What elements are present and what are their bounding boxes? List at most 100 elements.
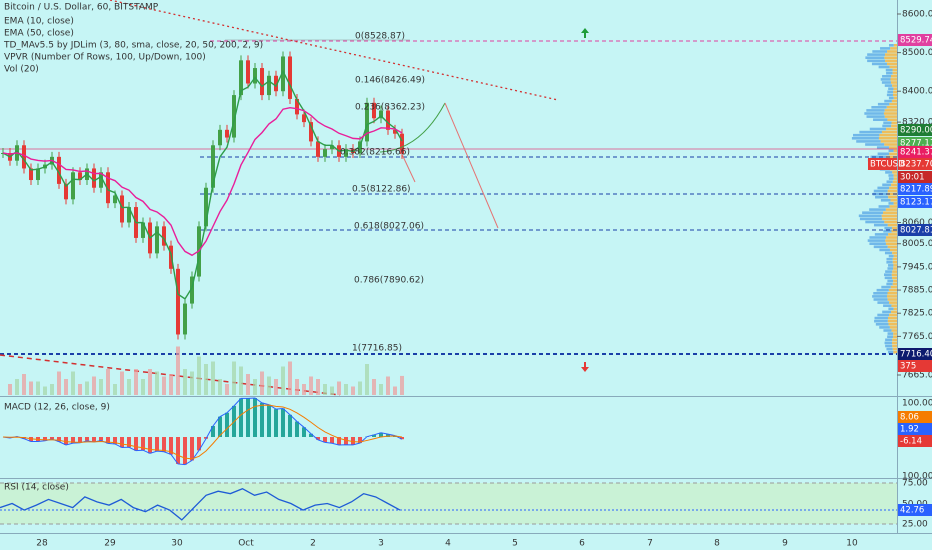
- candle: [246, 60, 250, 84]
- volume-bar: [50, 384, 54, 395]
- volume-bar: [8, 384, 12, 395]
- macd-histogram: [351, 437, 355, 445]
- macd-histogram: [50, 437, 54, 440]
- macd-histogram: [197, 437, 201, 451]
- volume-bar: [71, 371, 75, 395]
- vpvr-bar: [889, 313, 897, 317]
- vpvr-bar: [892, 251, 897, 255]
- vpvr-bar: [887, 298, 897, 301]
- candle: [253, 68, 257, 84]
- macd-histogram: [169, 437, 173, 455]
- vpvr-bar: [892, 347, 897, 351]
- candle: [400, 133, 404, 154]
- volume-bar: [316, 379, 320, 395]
- macd-histogram: [92, 437, 96, 442]
- vpvr-bar: [877, 301, 890, 304]
- x-tick-label: 3: [378, 539, 384, 549]
- price-tick-label: 7765.00: [902, 332, 932, 342]
- macd-histogram: [386, 434, 390, 437]
- vpvr-bar: [888, 316, 897, 320]
- volume-bar: [29, 381, 33, 395]
- macd-histogram: [176, 437, 180, 464]
- price-tag: [898, 224, 932, 236]
- vpvr-bar: [858, 214, 882, 218]
- macd-histogram: [288, 414, 292, 437]
- vpvr-bar: [872, 50, 888, 53]
- candle: [22, 145, 26, 169]
- vpvr-bar: [888, 177, 894, 180]
- vpvr-bar: [866, 115, 885, 118]
- candle: [344, 149, 348, 157]
- vpvr-bar: [873, 292, 888, 295]
- volume-bar: [337, 381, 341, 395]
- candle: [141, 222, 145, 238]
- price-tag-label: 30:01: [900, 173, 925, 183]
- vpvr-bar: [873, 223, 888, 227]
- vpvr-bar: [877, 186, 890, 190]
- volume-bar: [400, 375, 404, 395]
- vpvr-bar: [889, 301, 897, 304]
- volume-bar: [22, 374, 26, 395]
- macd-histogram: [71, 437, 75, 444]
- macd-tag: [898, 435, 932, 447]
- indicator-label: Vol (20): [4, 65, 39, 75]
- vpvr-bar: [867, 53, 886, 56]
- vpvr-bar: [883, 211, 897, 214]
- macd-histogram: [190, 437, 194, 461]
- macd-histogram: [64, 437, 68, 445]
- vpvr-bar: [882, 310, 892, 314]
- candle: [225, 129, 229, 138]
- macd-histogram: [134, 437, 138, 451]
- vpvr-bar: [893, 264, 897, 267]
- vpvr-bar: [884, 109, 897, 112]
- vpvr-bar: [884, 276, 893, 280]
- vpvr-bar: [893, 44, 897, 47]
- volume-bar: [36, 381, 40, 395]
- price-tick-label: 8600.00: [902, 10, 932, 20]
- vpvr-bar: [877, 102, 890, 106]
- vpvr-bar: [887, 335, 894, 338]
- macd-histogram: [239, 398, 243, 437]
- vpvr-bar: [884, 56, 897, 59]
- macd-histogram: [127, 437, 131, 448]
- price-tag-label: 8290.00: [900, 126, 932, 136]
- vpvr-bar: [893, 335, 897, 338]
- vpvr-bar: [885, 171, 893, 174]
- vpvr-bar: [884, 226, 892, 230]
- vpvr-bar: [892, 84, 897, 87]
- volume-bar: [295, 379, 299, 395]
- indicator-label: EMA (10, close): [4, 17, 74, 27]
- macd-histogram: [281, 408, 285, 437]
- volume-bar: [127, 379, 131, 395]
- vpvr-bar: [856, 140, 881, 143]
- price-tag-label: 8217.89: [900, 185, 932, 195]
- candle: [372, 102, 376, 119]
- vpvr-bar: [873, 298, 888, 301]
- vpvr-bar: [887, 223, 897, 227]
- candle: [330, 145, 334, 150]
- symbol-tag-label: BTCUSD: [870, 160, 905, 170]
- vpvr-bar: [881, 214, 897, 218]
- vpvr-bar: [886, 180, 893, 183]
- vpvr-bar: [888, 195, 897, 199]
- ema-line: [2, 106, 403, 257]
- vpvr-bar: [893, 90, 897, 94]
- vpvr-bar: [885, 344, 893, 348]
- macd-histogram: [295, 421, 299, 437]
- vpvr-bar: [851, 137, 879, 140]
- volume-bar: [351, 386, 355, 395]
- macd-tag: [898, 423, 932, 435]
- vpvr-bar: [875, 323, 889, 326]
- vpvr-bar: [892, 270, 897, 273]
- vpvr-bar: [889, 248, 897, 252]
- volume-bar: [267, 376, 271, 395]
- vpvr-bar: [891, 329, 897, 332]
- vpvr-bar: [871, 62, 887, 66]
- candle: [190, 276, 194, 304]
- vpvr-bar: [890, 47, 897, 50]
- vpvr-bar: [893, 307, 897, 311]
- volume-bar: [113, 384, 117, 395]
- fib-label: 0.382(8216.66): [340, 148, 410, 158]
- vpvr-bar: [888, 323, 897, 326]
- volume-bar: [253, 379, 257, 395]
